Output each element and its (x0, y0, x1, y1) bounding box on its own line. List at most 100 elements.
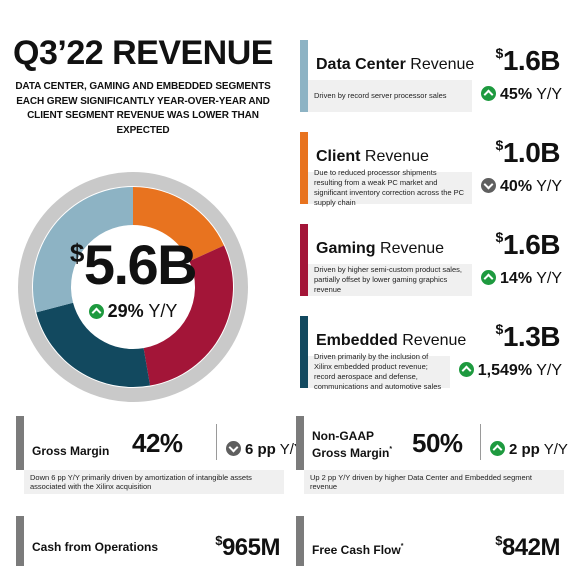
segment-name-suffix: Revenue (375, 240, 445, 257)
segment-value-amount: 1.3B (502, 321, 561, 352)
cash-from-operations-value: $965M (215, 534, 280, 560)
segment-value: $1.0B (495, 137, 561, 168)
segment-change-value: 40% (500, 178, 533, 195)
segment-value-currency: $ (495, 137, 504, 153)
donut-slice-client (133, 187, 224, 262)
free-cash-flow-bar (296, 516, 304, 566)
donut-slice-gaming (143, 245, 233, 386)
segment-name: Gaming Revenue (316, 240, 444, 258)
segment-change-unit: Y/Y (536, 86, 562, 103)
segment-description: Due to reduced processor shipments resul… (308, 168, 472, 207)
gross-margin-label: Gross Margin (32, 444, 110, 458)
segment-change-unit: Y/Y (536, 362, 562, 379)
donut-outer-ring (18, 172, 248, 402)
segment-value-amount: 1.0B (502, 137, 561, 168)
non-gaap-gross-margin-divider (480, 424, 481, 460)
page-subtitle: DATA CENTER, GAMING AND EMBEDDED SEGMENT… (15, 81, 271, 136)
segment-name: Data Center Revenue (316, 56, 474, 74)
gross-margin-divider (216, 424, 217, 460)
non-gaap-gross-margin-value: 50% (412, 428, 463, 458)
segment-name: Embedded Revenue (316, 332, 466, 350)
total-revenue: $5.6B (18, 237, 248, 293)
cash-from-operations-label: Cash from Operations (32, 540, 159, 554)
segment-value: $1.6B (495, 45, 561, 76)
segment-name: Client Revenue (316, 148, 429, 166)
segment-change-unit: Y/Y (536, 270, 562, 287)
non-gaap-gross-margin-bar (296, 416, 304, 470)
embedded-segment: Embedded Revenue $1.3B Driven primarily … (300, 316, 562, 391)
total-change-unit: Y/Y (148, 301, 178, 321)
segment-value-amount: 1.6B (502, 45, 561, 76)
segment-change-unit: Y/Y (536, 178, 562, 195)
cash-from-operations-bar (16, 516, 24, 566)
up-arrow-icon (481, 270, 497, 285)
up-arrow-icon (481, 86, 497, 101)
segment-name-bold: Data Center (316, 56, 406, 73)
segment-value-currency: $ (495, 321, 504, 337)
data-center-segment: Data Center Revenue $1.6B Driven by reco… (300, 40, 562, 112)
segment-description: Driven by record server processor sales (308, 80, 472, 112)
up-arrow-icon (490, 441, 505, 456)
footnote-mark: * (389, 446, 393, 453)
segment-name-bold: Client (316, 148, 361, 165)
non-gaap-gross-margin-label: Non-GAAP Gross Margin* (312, 429, 392, 460)
non-gaap-gross-margin-card: Non-GAAP Gross Margin* 50% 2 pp Y/Y Up 2 … (296, 416, 568, 494)
footnote-mark: * (400, 543, 404, 550)
segment-change: 14% Y/Y (474, 268, 562, 290)
non-gaap-change-unit: Y/Y (543, 441, 568, 458)
gross-margin-note: Down 6 pp Y/Y primarily driven by amorti… (24, 470, 284, 494)
segment-change: 40% Y/Y (474, 176, 562, 198)
data-center-color-bar (300, 40, 308, 112)
free-cash-flow-label-text: Free Cash Flow (312, 543, 401, 557)
gross-margin-bar (16, 416, 24, 470)
donut-slice-embedded (36, 302, 151, 387)
segment-value-amount: 1.6B (502, 229, 561, 260)
donut-slice-data-center (32, 187, 133, 313)
down-arrow-icon (226, 441, 241, 456)
total-change-value: 29% (107, 301, 144, 321)
total-revenue-currency: $ (69, 238, 84, 268)
segment-value: $1.6B (495, 229, 561, 260)
revenue-donut-chart (18, 172, 248, 402)
page-title: Q3’22 REVENUE (13, 34, 273, 72)
segment-description: Driven by higher semi-custom product sal… (308, 264, 472, 296)
non-gaap-gross-margin-change: 2 pp Y/Y (490, 440, 568, 460)
client-segment: Client Revenue $1.0B Due to reduced proc… (300, 132, 562, 207)
segment-change-value: 14% (500, 270, 533, 287)
non-gaap-label-line2: Gross Margin (312, 446, 390, 460)
fcf-currency: $ (495, 533, 502, 548)
gaming-segment: Gaming Revenue $1.6B Driven by higher se… (300, 224, 562, 296)
non-gaap-label-line1: Non-GAAP (312, 429, 374, 443)
total-revenue-change: 29% Y/Y (18, 301, 248, 321)
segment-value-currency: $ (495, 229, 504, 245)
gross-margin-change-value: 6 pp (245, 441, 276, 458)
gross-margin-change: 6 pp Y/Y (226, 440, 304, 460)
segment-change: 1,549% Y/Y (450, 360, 562, 382)
gross-margin-card: Gross Margin 42% 6 pp Y/Y Down 6 pp Y/Y … (16, 416, 304, 494)
non-gaap-change-value: 2 pp (509, 441, 540, 458)
segment-name-suffix: Revenue (405, 56, 475, 73)
segment-value-currency: $ (495, 45, 504, 61)
embedded-color-bar (300, 316, 308, 388)
gaming-color-bar (300, 224, 308, 296)
segment-change-value: 45% (500, 86, 533, 103)
cash-currency: $ (215, 533, 222, 548)
up-arrow-icon (458, 362, 474, 377)
up-arrow-icon (88, 304, 104, 319)
segment-change-value: 1,549% (477, 362, 533, 379)
segment-name-suffix: Revenue (397, 332, 467, 349)
free-cash-flow-value: $842M (495, 534, 560, 560)
client-color-bar (300, 132, 308, 204)
free-cash-flow-card: Free Cash Flow* $842M (296, 516, 564, 566)
total-revenue-amount: 5.6B (83, 233, 198, 296)
gross-margin-value: 42% (132, 428, 183, 458)
segment-value: $1.3B (495, 321, 561, 352)
fcf-amount: 842M (501, 534, 561, 561)
segment-name-suffix: Revenue (360, 148, 429, 165)
non-gaap-gross-margin-note: Up 2 pp Y/Y driven by higher Data Center… (304, 470, 564, 494)
down-arrow-icon (481, 178, 497, 193)
segment-name-bold: Gaming (316, 240, 376, 257)
cash-from-operations-card: Cash from Operations $965M (16, 516, 284, 566)
segment-description: Driven primarily by the inclusion of Xil… (308, 352, 450, 391)
cash-amount: 965M (221, 534, 281, 561)
